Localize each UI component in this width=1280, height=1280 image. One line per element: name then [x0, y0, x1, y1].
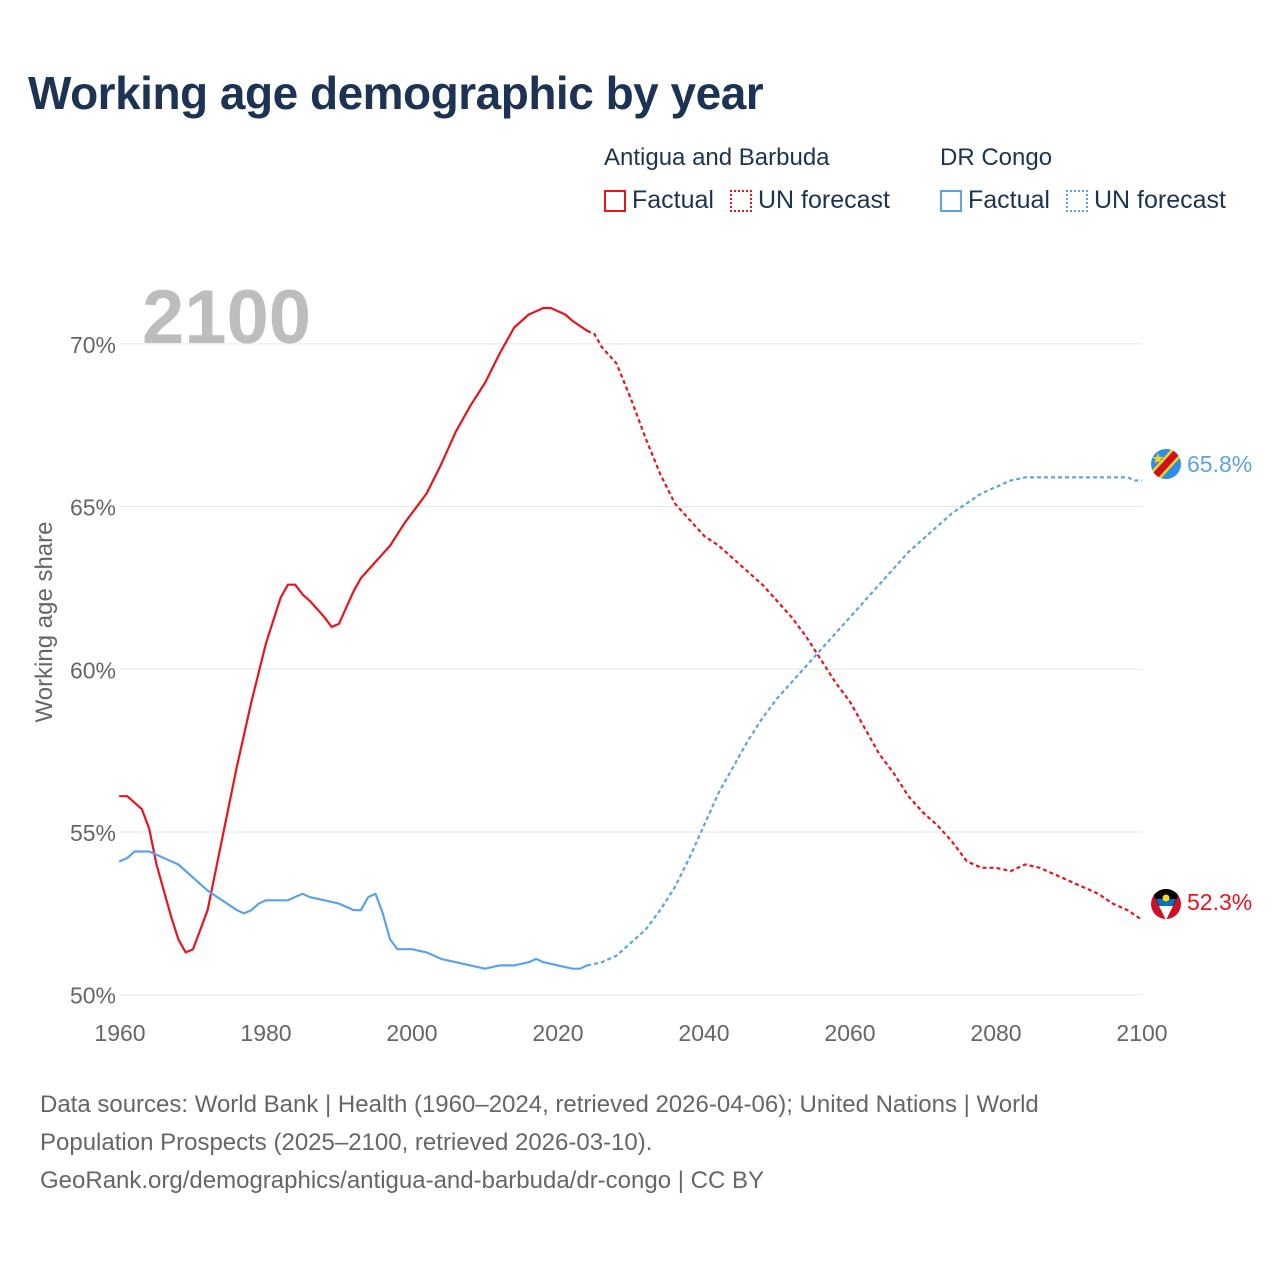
legend-country-drcongo: DR Congo	[940, 144, 1053, 171]
x-tick-label: 1960	[94, 1020, 145, 1046]
legend-antigua-factual[interactable]: Factual	[604, 186, 714, 215]
end-label-antigua: 52.3%	[1187, 889, 1252, 915]
legend-swatch-dotted-icon	[1065, 189, 1088, 212]
legend-swatch-dotted-icon	[729, 189, 752, 212]
source-note: Data sources: World Bank | Health (1960–…	[40, 1086, 1220, 1200]
x-tick-label: 2100	[1116, 1020, 1167, 1046]
legend-swatch-solid-icon	[940, 189, 962, 212]
chart-title: Working age demographic by year	[28, 67, 764, 119]
antigua-flag-icon	[1151, 889, 1181, 919]
y-tick-label: 60%	[70, 657, 116, 683]
year-watermark: 2100	[142, 275, 311, 360]
y-tick-label: 55%	[70, 820, 116, 846]
series-line-antigua-factual	[118, 306, 589, 954]
legend-drcongo-forecast[interactable]: UN forecast	[1065, 186, 1226, 215]
y-tick-label: 70%	[70, 332, 116, 358]
legend-antigua-forecast[interactable]: UN forecast	[729, 186, 890, 215]
y-axis-title: Working age share	[31, 522, 58, 723]
legend-group-antigua: Antigua and Barbuda Factual UN forecast	[604, 144, 890, 215]
x-tick-label: 2080	[970, 1020, 1021, 1046]
legend-group-drcongo: DR Congo Factual UN forecast	[940, 144, 1226, 215]
end-label-drcongo: 65.8%	[1187, 451, 1252, 477]
y-tick-label: 50%	[70, 983, 116, 1009]
x-tick-label: 2020	[532, 1020, 583, 1046]
series-line-drcongo-factual	[118, 850, 589, 970]
x-tick-label: 1980	[240, 1020, 291, 1046]
legend-label: UN forecast	[757, 186, 890, 214]
source-line: Data sources: World Bank | Health (1960–…	[40, 1091, 1039, 1118]
source-line: Population Prospects (2025–2100, retriev…	[40, 1129, 653, 1156]
series-line-antigua-forecast	[586, 329, 1143, 921]
legend-label: Factual	[632, 186, 714, 214]
drcongo-flag-icon	[1151, 449, 1181, 479]
x-tick-label: 2060	[824, 1020, 875, 1046]
legend-swatch-solid-icon	[604, 189, 626, 212]
source-url[interactable]: GeoRank.org/demographics/antigua-and-bar…	[40, 1167, 764, 1194]
legend-label: UN forecast	[1093, 186, 1226, 214]
x-tick-label: 2000	[386, 1020, 437, 1046]
legend-country-antigua: Antigua and Barbuda	[604, 144, 830, 171]
x-tick-label: 2040	[678, 1020, 729, 1046]
legend-drcongo-factual[interactable]: Factual	[940, 186, 1050, 215]
legend-label: Factual	[968, 186, 1050, 214]
y-tick-label: 65%	[70, 495, 116, 521]
series-line-drcongo-forecast	[586, 476, 1142, 967]
